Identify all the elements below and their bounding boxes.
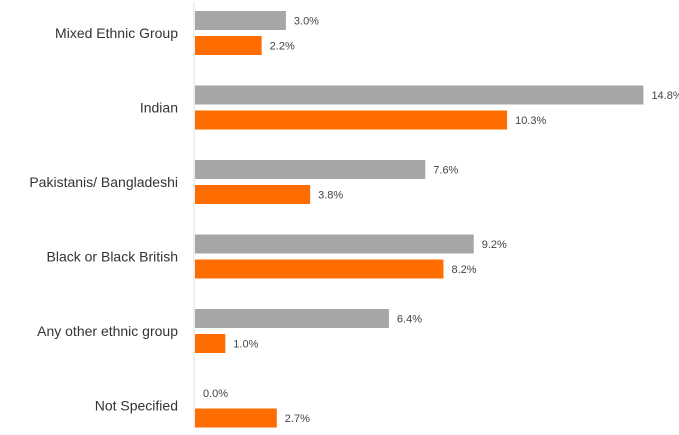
- data-label: 10.3%: [515, 115, 546, 127]
- category-label: Black or Black British: [47, 249, 178, 265]
- bar-grey: [195, 160, 426, 179]
- bar-grey: [195, 234, 474, 254]
- data-label: 8.2%: [451, 264, 476, 276]
- bar-orange: [195, 110, 508, 130]
- data-label: 2.7%: [285, 413, 310, 425]
- data-label: 2.2%: [270, 41, 295, 53]
- bar-orange: [195, 36, 262, 55]
- bar-grey: [195, 85, 644, 105]
- bar-grey: [195, 11, 286, 30]
- data-label: 14.8%: [651, 90, 679, 102]
- category-label: Not Specified: [95, 398, 178, 414]
- data-label: 0.0%: [203, 388, 228, 400]
- category-label: Indian: [140, 100, 178, 116]
- data-label: 3.8%: [318, 190, 343, 202]
- data-label: 6.4%: [397, 314, 422, 326]
- bar-orange: [195, 408, 277, 428]
- category-label: Any other ethnic group: [37, 323, 178, 339]
- category-label: Mixed Ethnic Group: [55, 25, 178, 41]
- bar-orange: [195, 259, 444, 279]
- data-label: 7.6%: [433, 165, 458, 177]
- data-label: 1.0%: [233, 339, 258, 351]
- bar-orange: [195, 334, 226, 353]
- bar-orange: [195, 185, 311, 204]
- bar-grey: [195, 309, 389, 328]
- data-label: 9.2%: [482, 239, 507, 251]
- category-label: Pakistanis/ Bangladeshi: [29, 174, 178, 190]
- data-label: 3.0%: [294, 16, 319, 28]
